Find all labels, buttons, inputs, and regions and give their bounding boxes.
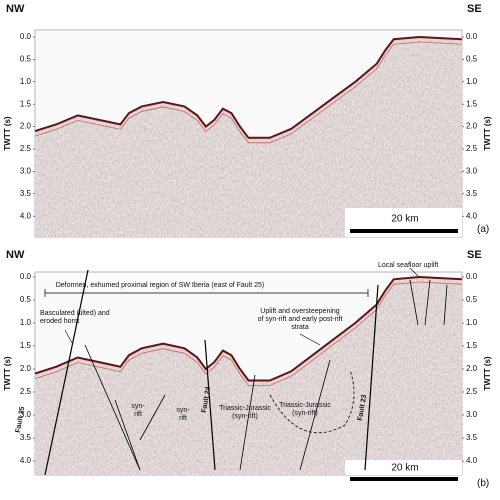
y-tick-label-left: 3.5 [20, 189, 32, 198]
annotation: syn- [131, 403, 145, 410]
minor-fault [443, 284, 448, 326]
panel-label: (a) [477, 224, 489, 235]
y-tick-label-left: 2.5 [20, 144, 32, 153]
minor-fault [139, 394, 166, 441]
y-tick-label-right: 3.0 [466, 167, 478, 176]
annotation: Uplift and oversteepening [260, 308, 339, 315]
y-tick-label-right: 1.5 [466, 341, 478, 350]
direction-left: NW [6, 249, 25, 261]
y-tick-label-right: 1.5 [466, 99, 478, 108]
y-tick-label-right: 0.0 [466, 32, 478, 41]
leader [409, 267, 419, 277]
y-tick-label-left: 1.0 [20, 77, 32, 86]
fault [44, 269, 89, 476]
y-tick-label-right: 2.0 [466, 364, 478, 373]
y-tick-label-right: 4.0 [466, 211, 478, 220]
minor-fault [424, 279, 431, 326]
y-tick-label-right: 0.5 [466, 295, 478, 304]
y-tick-label-right: 2.5 [466, 387, 478, 396]
axis-title-right: TWTT (s) [483, 116, 492, 151]
y-tick-label-right: 3.0 [466, 410, 478, 419]
y-tick-label-right: 2.0 [466, 122, 478, 131]
annotation: syn- [176, 407, 190, 414]
annotation: Local seafloor uplift [378, 262, 438, 269]
y-tick-label-left: 0.5 [20, 295, 32, 304]
y-tick-label-right: 3.5 [466, 433, 478, 442]
scale-bar [350, 229, 458, 233]
annotation: Deformed, exhumed proximal region of SW … [56, 282, 265, 289]
fault-label: Fault 25 [15, 406, 27, 433]
seafloor-reflector [34, 35, 463, 139]
direction-left: NW [6, 3, 25, 15]
y-tick-label-right: 3.5 [466, 189, 478, 198]
y-tick-label-left: 2.0 [20, 364, 32, 373]
scale-box [345, 460, 462, 475]
scale-bar [350, 477, 458, 481]
y-tick-label-left: 4.0 [20, 456, 32, 465]
y-tick-label-right: 0.5 [466, 55, 478, 64]
leader [299, 333, 321, 346]
y-tick-label-left: 0.0 [20, 272, 32, 281]
y-tick-label-right: 1.0 [466, 318, 478, 327]
annotation: (syn-rift) [232, 413, 258, 420]
y-tick-label-left: 1.5 [20, 99, 32, 108]
y-tick-label-left: 1.5 [20, 341, 32, 350]
direction-right: SE [467, 3, 482, 15]
minor-fault [239, 374, 256, 471]
annotation: of syn-rift and early post-rift [258, 316, 343, 323]
minor-fault [409, 279, 419, 326]
y-tick-label-left: 2.0 [20, 122, 32, 131]
annotation: strata [291, 324, 309, 331]
minor-fault [299, 359, 331, 471]
annotation: rift [134, 411, 142, 418]
direction-right: SE [467, 249, 482, 261]
y-tick-label-left: 0.0 [20, 32, 32, 41]
axis-title-right: TWTT (s) [483, 356, 492, 391]
y-tick-label-right: 0.0 [466, 272, 478, 281]
annotation: Triassic-Jurassic [219, 405, 271, 412]
y-tick-label-left: 0.5 [20, 55, 32, 64]
minor-fault [84, 344, 141, 471]
annotation: eroded horst [40, 318, 79, 325]
fault [204, 339, 216, 471]
annotation: Triassic-Jurassic [279, 402, 331, 409]
y-tick-label-left: 3.5 [20, 433, 32, 442]
y-tick-label-left: 4.0 [20, 211, 32, 220]
leader [64, 329, 73, 344]
annotation: (syn-rift) [292, 410, 318, 417]
axis-title-left: TWTT (s) [3, 356, 12, 391]
y-tick-label-left: 3.0 [20, 410, 32, 419]
sub-reflector [34, 41, 463, 144]
scale-label: 20 km [391, 463, 418, 474]
y-tick-label-left: 1.0 [20, 318, 32, 327]
y-tick-label-left: 3.0 [20, 167, 32, 176]
minor-fault [114, 399, 141, 471]
panel-label: (b) [477, 478, 489, 489]
seafloor-reflector [34, 275, 463, 382]
sub-reflector [34, 281, 463, 386]
y-tick-label-right: 2.5 [466, 144, 478, 153]
y-tick-label-right: 1.0 [466, 77, 478, 86]
scale-label: 20 km [391, 214, 418, 225]
fault-label: Fault 23 [357, 394, 369, 421]
fault [364, 284, 379, 471]
fault-label: Fault 24 [201, 386, 213, 413]
y-tick-label-right: 4.0 [466, 456, 478, 465]
y-tick-label-left: 2.5 [20, 387, 32, 396]
annotation: rift [179, 415, 187, 422]
annotation: Basculated (tilted) and [40, 310, 110, 317]
axis-title-left: TWTT (s) [3, 116, 12, 151]
